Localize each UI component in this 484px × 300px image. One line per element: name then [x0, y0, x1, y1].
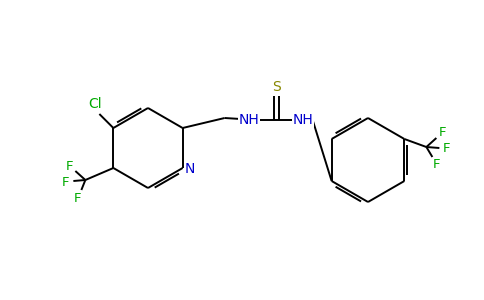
Text: F: F: [66, 160, 73, 172]
Text: F: F: [439, 127, 446, 140]
Text: F: F: [74, 191, 81, 205]
Text: NH: NH: [238, 113, 259, 127]
Text: F: F: [443, 142, 450, 155]
Text: F: F: [433, 158, 440, 172]
Text: N: N: [184, 162, 195, 176]
Text: F: F: [61, 176, 69, 188]
Text: NH: NH: [292, 113, 313, 127]
Text: Cl: Cl: [89, 97, 102, 111]
Text: S: S: [272, 80, 281, 94]
